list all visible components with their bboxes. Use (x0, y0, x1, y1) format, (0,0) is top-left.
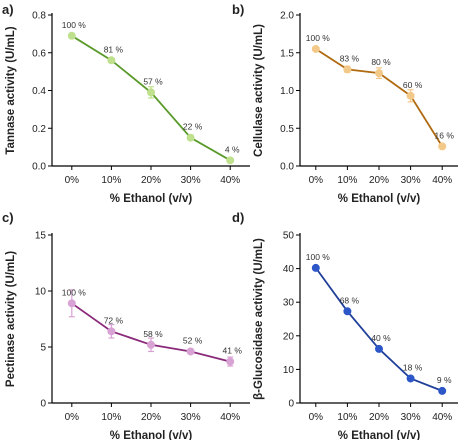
y-tick-label-d: 30 (283, 298, 295, 309)
y-tick-label-c: 10 (35, 287, 47, 298)
x-tick-label-a: 20% (141, 175, 161, 186)
y-tick-label-b: 2.0 (280, 11, 294, 22)
data-point-d (311, 263, 320, 272)
x-tick-label-b: 20% (369, 175, 389, 186)
data-point-b (438, 142, 447, 151)
x-axis-title-d: % Ethanol (v/v) (338, 430, 421, 440)
y-tick-label-b: 0.0 (280, 162, 294, 173)
data-label-a: 100 % (62, 20, 87, 30)
data-point-d (343, 307, 352, 316)
panel-letter-d: d) (232, 210, 244, 225)
data-point-b (311, 44, 320, 53)
y-tick-label-d: 0 (288, 399, 294, 410)
y-tick-label-c: 5 (40, 343, 46, 354)
y-axis-title-a: Tannase activity (U/mL) (5, 26, 17, 154)
data-label-a: 57 % (143, 76, 163, 86)
data-point-d (438, 386, 447, 395)
data-point-a (226, 156, 235, 165)
x-tick-label-a: 30% (181, 175, 201, 186)
x-tick-label-a: 0% (65, 175, 80, 186)
x-tick-label-b: 30% (401, 175, 421, 186)
data-point-a (146, 88, 155, 97)
x-tick-label-c: 10% (101, 412, 121, 423)
data-point-c (146, 340, 155, 349)
data-point-c (67, 299, 76, 308)
data-label-a: 22 % (183, 122, 203, 132)
data-point-b (343, 65, 352, 74)
x-tick-label-c: 30% (181, 412, 201, 423)
y-tick-label-a: 0.0 (32, 162, 46, 173)
y-tick-label-b: 1.5 (280, 48, 294, 59)
data-label-c: 100 % (62, 287, 87, 297)
x-tick-label-c: 20% (141, 412, 161, 423)
x-tick-label-d: 0% (309, 412, 324, 423)
y-axis-title-c: Pectinase activity (U/mL) (5, 251, 17, 387)
data-label-b: 80 % (371, 57, 391, 67)
panel-letter-a: a) (2, 2, 14, 17)
series-line-d (315, 267, 443, 392)
x-tick-label-b: 0% (309, 175, 324, 186)
data-point-b (374, 69, 383, 78)
data-label-d: 18 % (403, 362, 423, 372)
x-axis-title-b: % Ethanol (v/v) (338, 193, 421, 205)
data-label-b: 83 % (340, 53, 360, 63)
x-tick-label-b: 10% (337, 175, 357, 186)
data-point-c (186, 347, 195, 356)
data-label-a: 4 % (225, 144, 240, 154)
data-label-b: 16 % (435, 130, 455, 140)
data-point-b (406, 91, 415, 100)
data-label-c: 58 % (143, 329, 163, 339)
data-point-c (107, 327, 116, 336)
x-tick-label-d: 30% (401, 412, 421, 423)
y-tick-label-a: 0.8 (32, 11, 46, 22)
y-axis-title-b: Cellulase activity (U/mL) (253, 24, 265, 157)
x-tick-label-d: 40% (432, 412, 452, 423)
data-label-a: 81 % (104, 44, 124, 54)
y-tick-label-a: 0.4 (32, 86, 46, 97)
x-tick-label-d: 20% (369, 412, 389, 423)
data-point-a (67, 31, 76, 40)
x-tick-label-a: 40% (220, 175, 240, 186)
panel-b: b) 0.0 0.5 1.0 1.5 2.0 0% 10% 20% 30% 40% % Ethanol… (232, 2, 458, 205)
y-tick-label-d: 50 (283, 231, 295, 242)
y-tick-label-c: 15 (35, 231, 47, 242)
data-point-a (107, 56, 116, 65)
data-label-d: 100 % (306, 252, 331, 262)
data-label-b: 100 % (306, 33, 331, 43)
x-tick-label-a: 10% (101, 175, 121, 186)
y-axis-title-d: β-Glucosidase activity (U/mL) (253, 238, 265, 400)
data-label-b: 60 % (403, 80, 423, 90)
y-tick-label-a: 0.6 (32, 48, 46, 59)
panel-a: a) 0.0 0.2 0.4 0.6 0.8 0% 10% 20% 30% 40% % Ethanol… (2, 2, 250, 205)
x-tick-label-b: 40% (432, 175, 452, 186)
y-tick-label-d: 10 (283, 365, 295, 376)
data-label-c: 72 % (104, 315, 124, 325)
y-tick-label-b: 1.0 (280, 86, 294, 97)
panel-c: c) 0 5 10 15 0% 10% 20% 30% 40% % Ethanol (v/v) Pec… (2, 210, 250, 442)
panel-d: d) 0 10 20 30 40 50 0% 10% 20% 30% 40% % Ethanol (v/… (232, 210, 458, 442)
y-tick-label-d: 20 (283, 331, 295, 342)
y-tick-label-c: 0 (40, 399, 46, 410)
x-tick-label-d: 10% (337, 412, 357, 423)
data-point-d (406, 374, 415, 383)
data-point-c (226, 357, 235, 366)
data-point-a (186, 133, 195, 142)
x-axis-title-c: % Ethanol (v/v) (110, 430, 193, 440)
x-tick-label-c: 40% (220, 412, 240, 423)
panel-letter-b: b) (232, 2, 244, 17)
data-label-d: 68 % (340, 295, 360, 305)
x-tick-label-c: 0% (65, 412, 80, 423)
data-label-c: 41 % (223, 346, 243, 356)
x-axis-title-a: % Ethanol (v/v) (110, 193, 193, 205)
panel-letter-c: c) (2, 210, 14, 225)
data-label-d: 40 % (371, 333, 391, 343)
y-tick-label-a: 0.2 (32, 124, 46, 135)
y-tick-label-d: 40 (283, 264, 295, 275)
data-point-d (374, 344, 383, 353)
data-label-c: 52 % (183, 335, 203, 345)
data-label-d: 9 % (437, 375, 452, 385)
y-tick-label-b: 0.5 (280, 124, 294, 135)
